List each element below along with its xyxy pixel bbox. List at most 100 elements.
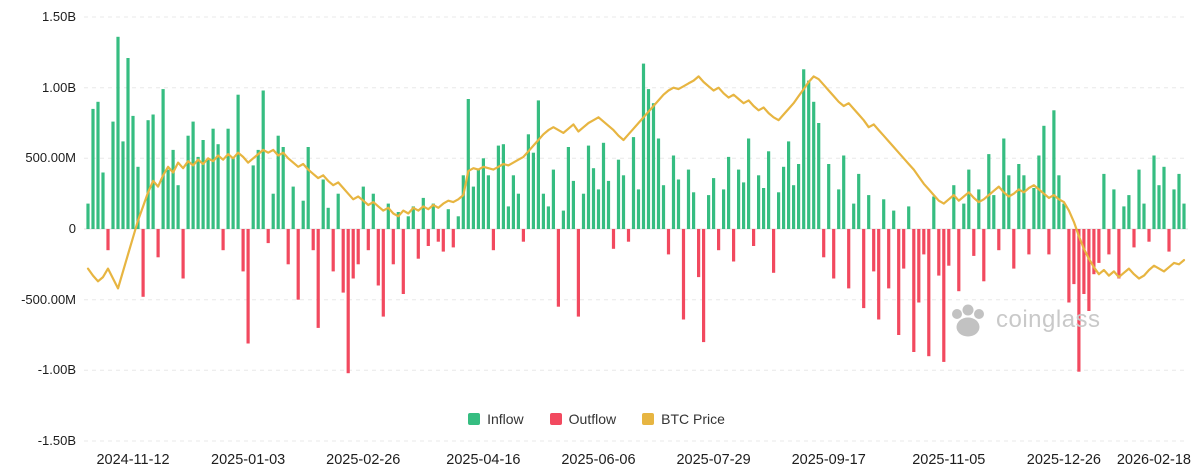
inflow-bar[interactable] [571, 180, 575, 229]
outflow-bar[interactable] [902, 229, 906, 269]
outflow-bar[interactable] [1072, 229, 1076, 285]
outflow-bar[interactable] [917, 229, 921, 303]
inflow-bar[interactable] [126, 58, 130, 229]
outflow-bar[interactable] [942, 229, 946, 362]
inflow-bar[interactable] [541, 193, 545, 229]
outflow-bar[interactable] [1107, 229, 1111, 255]
inflow-bar[interactable] [301, 200, 305, 229]
outflow-bar[interactable] [436, 229, 440, 242]
inflow-bar[interactable] [226, 128, 230, 229]
inflow-bar[interactable] [1122, 206, 1126, 229]
inflow-bar[interactable] [261, 90, 265, 230]
inflow-bar[interactable] [621, 175, 626, 229]
inflow-bar[interactable] [992, 195, 996, 229]
inflow-bar[interactable] [406, 216, 410, 229]
outflow-bar[interactable] [666, 229, 671, 255]
inflow-bar[interactable] [281, 147, 285, 229]
inflow-bar[interactable] [326, 207, 330, 229]
outflow-bar[interactable] [1117, 229, 1121, 279]
inflow-bar[interactable] [1157, 185, 1161, 229]
inflow-bar[interactable] [1057, 175, 1061, 229]
inflow-bar[interactable] [506, 206, 510, 229]
inflow-bar[interactable] [782, 166, 786, 229]
outflow-bar[interactable] [611, 229, 616, 249]
outflow-bar[interactable] [311, 229, 315, 251]
inflow-bar[interactable] [256, 149, 260, 229]
inflow-bar[interactable] [551, 169, 555, 229]
inflow-bar[interactable] [817, 123, 821, 229]
inflow-bar[interactable] [461, 175, 465, 229]
inflow-bar[interactable] [86, 203, 90, 229]
outflow-bar[interactable] [181, 229, 185, 279]
inflow-bar[interactable] [206, 159, 210, 229]
outflow-bar[interactable] [922, 229, 926, 255]
inflow-bar[interactable] [176, 185, 180, 229]
inflow-bar[interactable] [812, 101, 816, 229]
outflow-bar[interactable] [702, 229, 706, 343]
inflow-bar[interactable] [476, 169, 480, 229]
outflow-bar[interactable] [141, 229, 145, 297]
inflow-bar[interactable] [581, 193, 586, 229]
outflow-bar[interactable] [266, 229, 270, 244]
inflow-bar[interactable] [867, 195, 871, 229]
inflow-bar[interactable] [526, 134, 530, 229]
legend-item-outflow[interactable]: Outflow [549, 411, 616, 427]
inflow-bar[interactable] [1032, 188, 1036, 229]
outflow-bar[interactable] [927, 229, 931, 357]
inflow-bar[interactable] [516, 193, 520, 229]
inflow-bar[interactable] [661, 185, 666, 229]
inflow-bar[interactable] [797, 164, 801, 229]
inflow-bar[interactable] [747, 138, 751, 230]
inflow-bar[interactable] [561, 210, 565, 229]
outflow-bar[interactable] [356, 229, 360, 265]
inflow-bar[interactable] [777, 192, 781, 229]
outflow-bar[interactable] [862, 229, 866, 309]
inflow-bar[interactable] [1177, 173, 1181, 229]
outflow-bar[interactable] [957, 229, 961, 292]
inflow-bar[interactable] [727, 156, 731, 229]
inflow-bar[interactable] [606, 180, 611, 229]
inflow-bar[interactable] [166, 169, 170, 229]
outflow-bar[interactable] [316, 229, 320, 328]
outflow-bar[interactable] [1077, 229, 1081, 372]
inflow-bar[interactable] [321, 179, 325, 230]
inflow-bar[interactable] [291, 186, 295, 229]
outflow-bar[interactable] [626, 229, 631, 242]
inflow-bar[interactable] [1127, 195, 1131, 229]
inflow-bar[interactable] [787, 141, 791, 229]
inflow-bar[interactable] [656, 138, 661, 230]
inflow-bar[interactable] [722, 189, 726, 229]
outflow-bar[interactable] [937, 229, 941, 276]
inflow-bar[interactable] [471, 186, 475, 229]
outflow-bar[interactable] [972, 229, 976, 256]
inflow-bar[interactable] [586, 145, 591, 229]
inflow-bar[interactable] [566, 147, 570, 229]
inflow-bar[interactable] [511, 175, 515, 229]
outflow-bar[interactable] [1067, 229, 1071, 303]
inflow-bar[interactable] [616, 159, 621, 229]
inflow-bar[interactable] [892, 210, 896, 229]
inflow-bar[interactable] [1137, 169, 1141, 229]
inflow-bar[interactable] [1182, 203, 1186, 229]
outflow-bar[interactable] [221, 229, 225, 251]
inflow-bar[interactable] [196, 156, 200, 229]
inflow-bar[interactable] [306, 147, 310, 229]
outflow-bar[interactable] [681, 229, 686, 320]
inflow-bar[interactable] [96, 101, 100, 229]
outflow-bar[interactable] [376, 229, 380, 286]
inflow-bar[interactable] [456, 216, 460, 229]
outflow-bar[interactable] [331, 229, 335, 272]
inflow-bar[interactable] [1017, 164, 1021, 229]
outflow-bar[interactable] [997, 229, 1001, 251]
outflow-bar[interactable] [366, 229, 370, 251]
inflow-bar[interactable] [216, 144, 220, 229]
inflow-bar[interactable] [977, 189, 981, 229]
inflow-bar[interactable] [501, 144, 505, 229]
inflow-bar[interactable] [857, 173, 861, 229]
inflow-bar[interactable] [536, 100, 540, 230]
inflow-bar[interactable] [1042, 125, 1046, 229]
outflow-bar[interactable] [341, 229, 345, 293]
outflow-bar[interactable] [426, 229, 430, 246]
outflow-bar[interactable] [1167, 229, 1171, 252]
